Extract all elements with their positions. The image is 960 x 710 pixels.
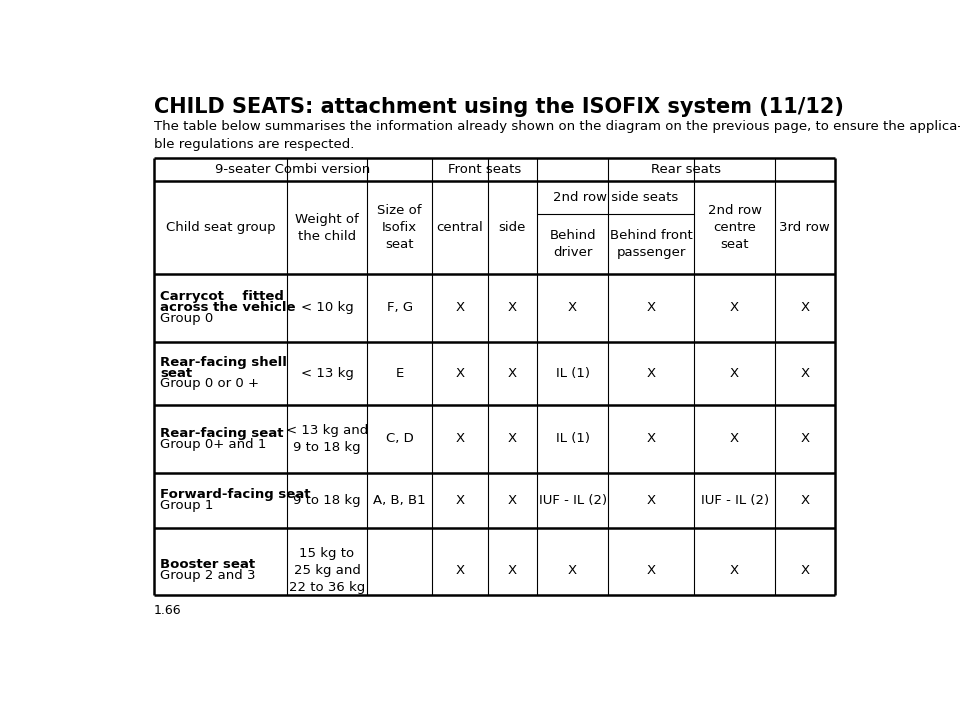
Text: IL (1): IL (1): [556, 432, 589, 445]
Text: X: X: [455, 366, 465, 380]
Text: X: X: [647, 301, 656, 315]
Text: Size of
Isofix
seat: Size of Isofix seat: [377, 204, 422, 251]
Text: 2nd row side seats: 2nd row side seats: [553, 191, 678, 204]
Text: across the vehicle: across the vehicle: [160, 301, 296, 315]
Text: X: X: [455, 301, 465, 315]
Text: X: X: [455, 432, 465, 445]
Text: X: X: [730, 564, 739, 577]
Text: X: X: [801, 493, 809, 507]
Text: X: X: [508, 564, 517, 577]
Text: < 13 kg: < 13 kg: [300, 366, 353, 380]
Text: Group 1: Group 1: [160, 499, 214, 512]
Text: 15 kg to
25 kg and
22 to 36 kg: 15 kg to 25 kg and 22 to 36 kg: [289, 547, 365, 594]
Text: Carrycot    fitted: Carrycot fitted: [160, 290, 284, 303]
Text: Group 2 and 3: Group 2 and 3: [160, 569, 255, 582]
Text: X: X: [801, 432, 809, 445]
Text: X: X: [508, 432, 517, 445]
Text: X: X: [455, 493, 465, 507]
Text: X: X: [568, 564, 577, 577]
Text: IUF - IL (2): IUF - IL (2): [701, 493, 769, 507]
Text: X: X: [508, 493, 517, 507]
Text: 1.66: 1.66: [155, 604, 181, 616]
Text: 9-seater Combi version: 9-seater Combi version: [215, 163, 371, 176]
Text: < 10 kg: < 10 kg: [300, 301, 353, 315]
Text: X: X: [568, 301, 577, 315]
Text: CHILD SEATS: attachment using the ISOFIX system (11/12): CHILD SEATS: attachment using the ISOFIX…: [155, 97, 844, 116]
Text: Group 0 or 0 +: Group 0 or 0 +: [160, 378, 259, 391]
Text: X: X: [508, 366, 517, 380]
Text: X: X: [730, 432, 739, 445]
Text: X: X: [730, 366, 739, 380]
Text: X: X: [801, 564, 809, 577]
Text: IUF - IL (2): IUF - IL (2): [539, 493, 607, 507]
Text: Weight of
the child: Weight of the child: [295, 213, 359, 243]
Text: Front seats: Front seats: [447, 163, 521, 176]
Text: X: X: [730, 301, 739, 315]
Text: 9 to 18 kg: 9 to 18 kg: [293, 493, 361, 507]
Text: X: X: [801, 366, 809, 380]
Text: X: X: [647, 564, 656, 577]
Text: C, D: C, D: [386, 432, 414, 445]
Text: X: X: [647, 366, 656, 380]
Text: X: X: [801, 301, 809, 315]
Text: central: central: [437, 221, 483, 234]
Text: X: X: [647, 493, 656, 507]
Text: X: X: [647, 432, 656, 445]
Text: A, B, B1: A, B, B1: [373, 493, 426, 507]
Text: X: X: [508, 301, 517, 315]
Text: seat: seat: [160, 366, 192, 380]
Text: 3rd row: 3rd row: [780, 221, 830, 234]
Text: Booster seat: Booster seat: [160, 558, 255, 572]
Text: Behind front
passenger: Behind front passenger: [610, 229, 693, 259]
Text: The table below summarises the information already shown on the diagram on the p: The table below summarises the informati…: [155, 120, 960, 151]
Text: Rear-facing shell: Rear-facing shell: [160, 356, 287, 369]
Text: E: E: [396, 366, 404, 380]
Text: Group 0: Group 0: [160, 312, 213, 325]
Text: F, G: F, G: [387, 301, 413, 315]
Text: Forward-facing seat: Forward-facing seat: [160, 488, 311, 501]
Text: Child seat group: Child seat group: [165, 221, 276, 234]
Text: 2nd row
centre
seat: 2nd row centre seat: [708, 204, 761, 251]
Text: Rear-facing seat: Rear-facing seat: [160, 427, 284, 439]
Text: Behind
driver: Behind driver: [549, 229, 596, 259]
Text: side: side: [498, 221, 526, 234]
Text: Rear seats: Rear seats: [651, 163, 721, 176]
Text: X: X: [455, 564, 465, 577]
Text: IL (1): IL (1): [556, 366, 589, 380]
Text: Group 0+ and 1: Group 0+ and 1: [160, 437, 267, 451]
Text: < 13 kg and
9 to 18 kg: < 13 kg and 9 to 18 kg: [286, 424, 369, 454]
